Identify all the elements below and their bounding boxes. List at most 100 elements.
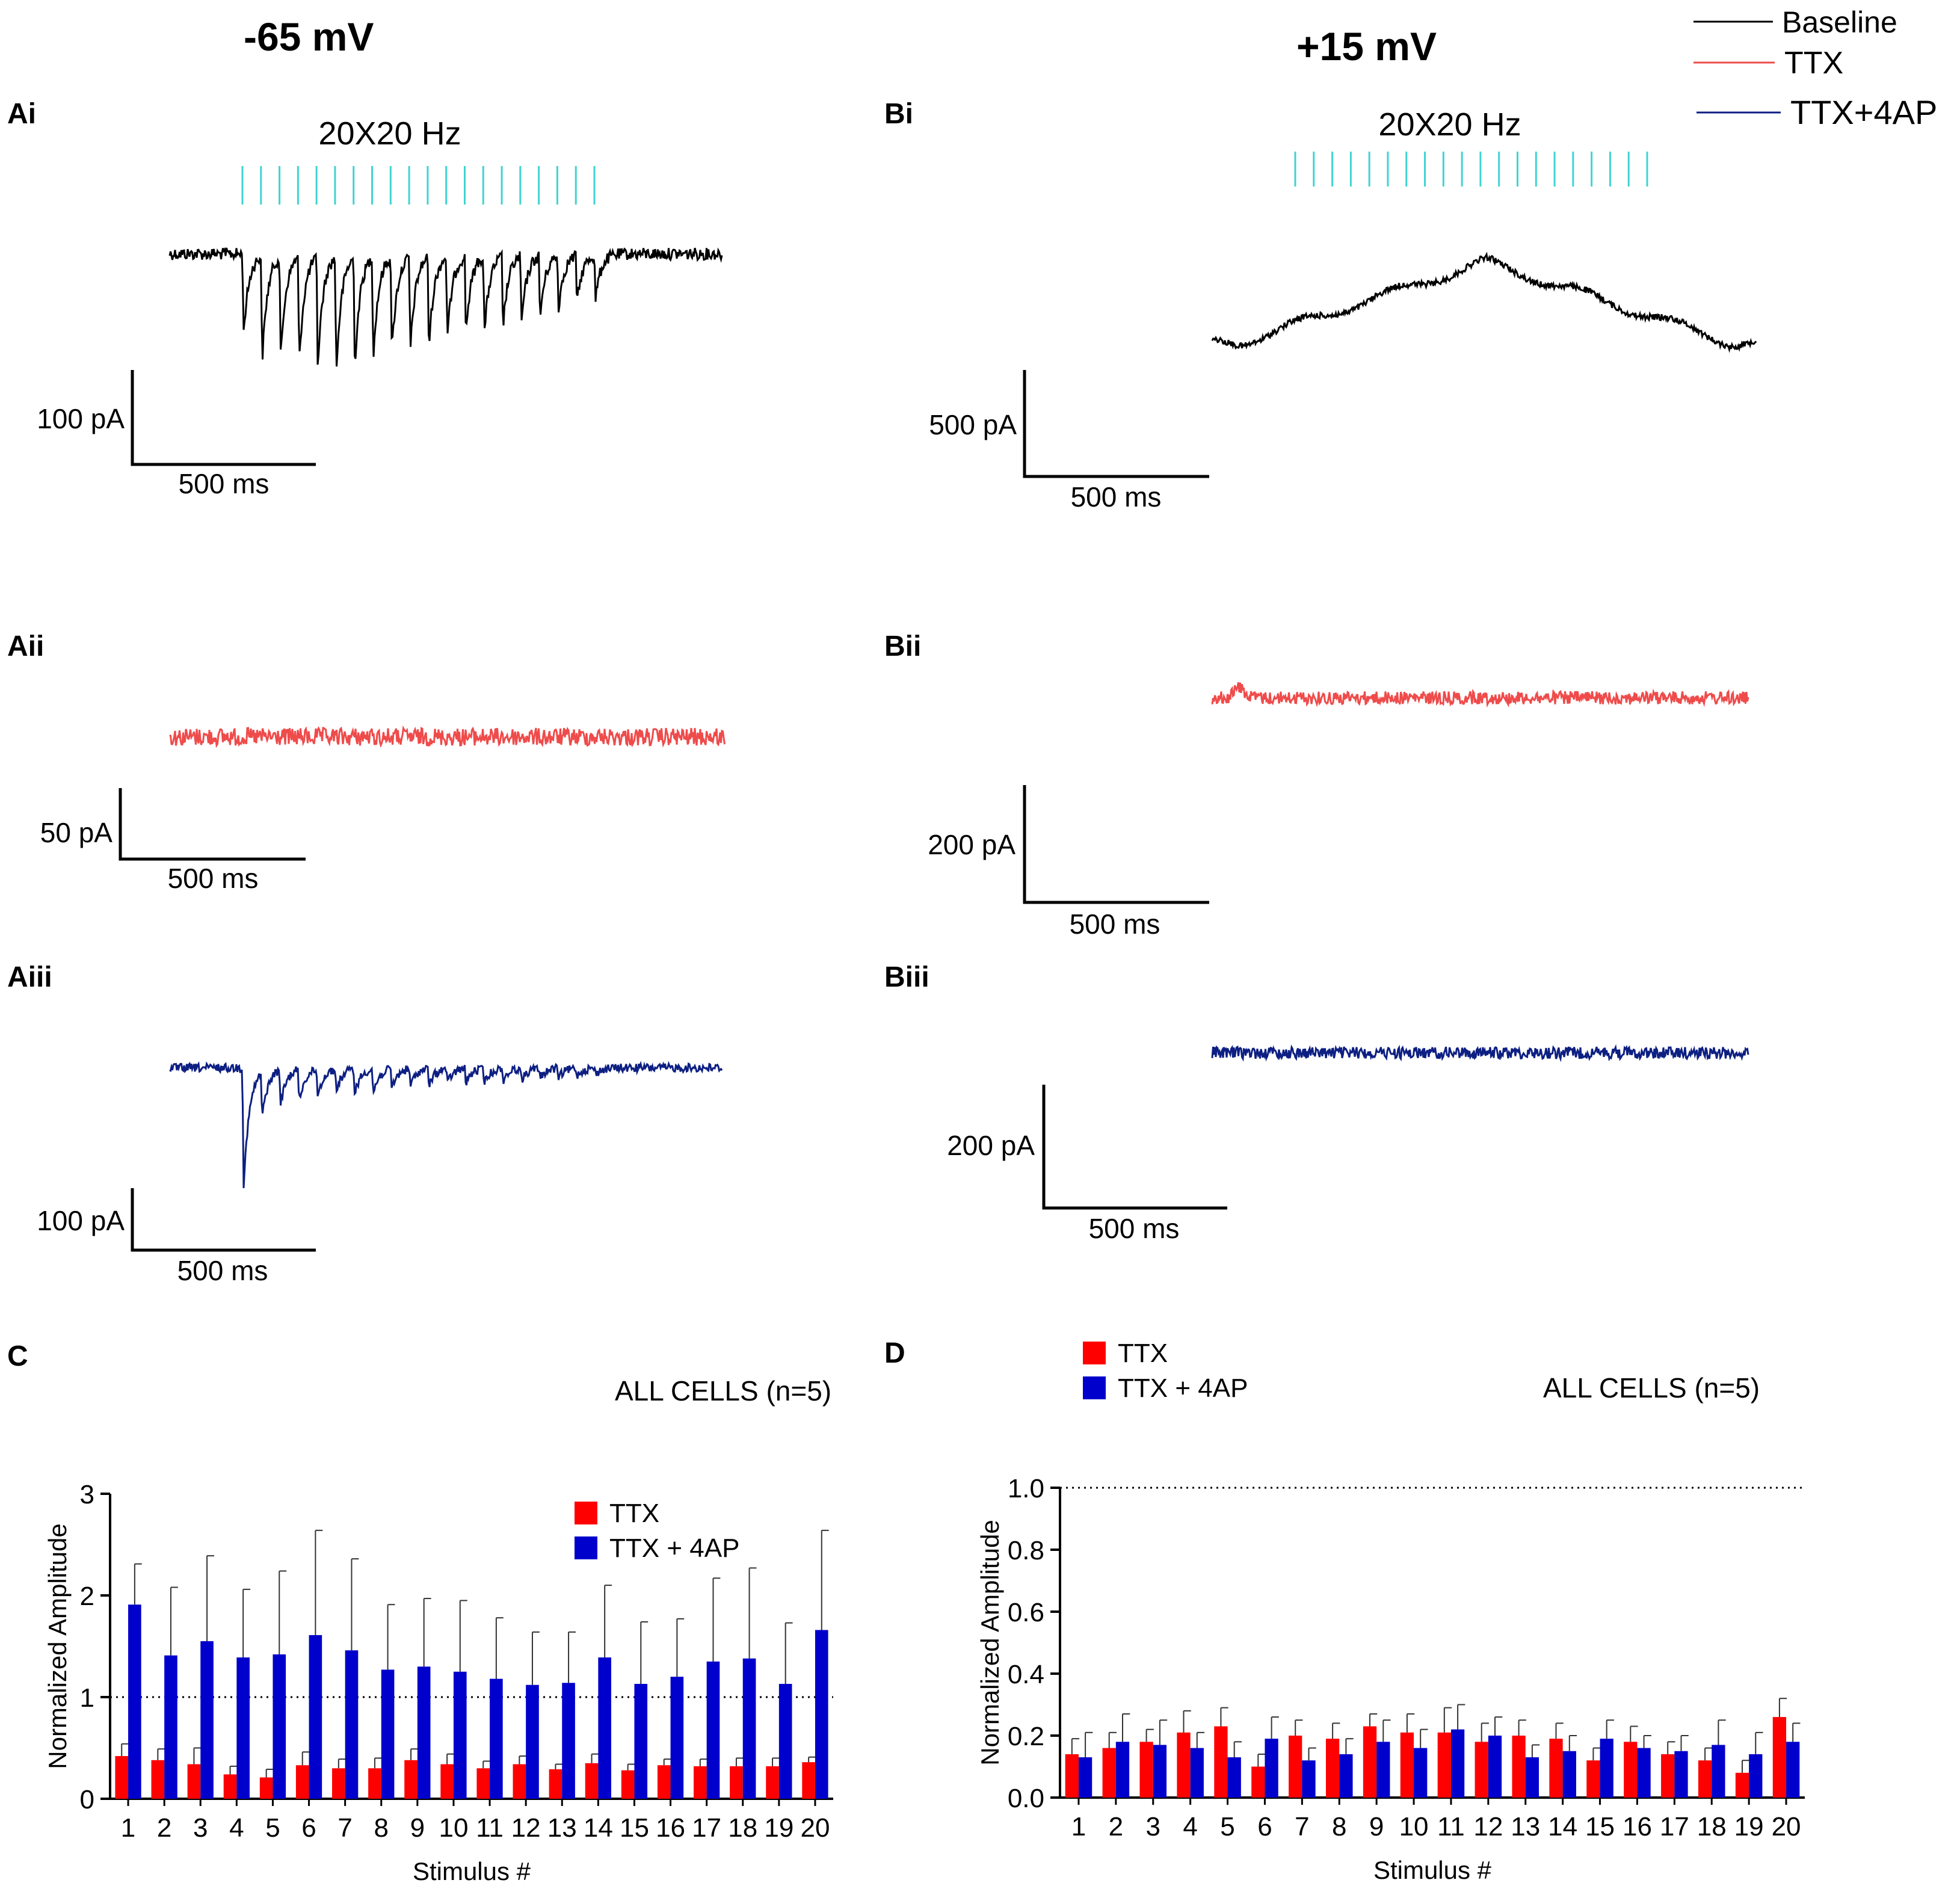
x-tick-label: 4 [229,1813,244,1843]
bar-ttx-4ap [128,1604,141,1799]
bar-ttx [1102,1748,1116,1798]
bar-ttx-4ap [1078,1757,1092,1798]
bar-ttx [766,1766,779,1799]
scale-bar-biii: 200 pA 500 ms [947,1085,1227,1244]
y-tick-label: 2 [80,1582,94,1611]
bar-ttx [115,1756,129,1799]
bar-ttx-4ap [1376,1742,1390,1798]
bar-ttx [1661,1754,1675,1798]
bar-ttx-4ap [1190,1748,1204,1798]
scale-bar-bi-x: 500 ms [1071,481,1162,513]
x-tick-label: 14 [584,1813,613,1843]
bar-ttx [332,1768,345,1799]
x-axis-label: Stimulus # [1373,1856,1492,1883]
bar-ttx-4ap [1600,1739,1613,1798]
panel-letter-ai: Ai [7,98,36,130]
column-title-right: +15 mV [1296,24,1437,69]
y-tick-label: 0.4 [1008,1660,1044,1689]
bar-ttx-4ap [1339,1754,1353,1798]
legend-swatch-ttx [1083,1342,1106,1364]
x-tick-label: 13 [1511,1812,1540,1841]
bar-ttx-4ap [309,1635,322,1799]
bar-ttx-4ap [273,1654,286,1799]
bar-ttx [657,1765,671,1799]
x-tick-label: 7 [337,1813,352,1843]
stim-ticks-bi [1294,152,1648,186]
bar-ttx [1549,1739,1563,1798]
bar-ttx [223,1774,237,1799]
scale-bar-ai-x: 500 ms [179,468,270,499]
x-tick-label: 13 [547,1813,577,1843]
bar-ttx-4ap [742,1658,756,1799]
bar-ttx-4ap [1488,1736,1502,1798]
bar-ttx-4ap [1525,1757,1539,1798]
bar-ttx [1735,1772,1749,1798]
bar-ttx-4ap [1786,1742,1800,1798]
x-tick-label: 18 [1697,1812,1727,1841]
legend-swatch-ttx [575,1502,597,1524]
y-tick-label: 0.8 [1008,1536,1044,1565]
stim-label-ai: 20X20 Hz [318,116,461,152]
x-tick-label: 5 [1220,1812,1234,1841]
x-tick-label: 12 [511,1813,541,1843]
bar-ttx [259,1777,273,1799]
x-tick-label: 2 [1109,1812,1123,1841]
x-tick-label: 15 [1585,1812,1615,1841]
panel-letter-biii: Biii [884,961,929,993]
bar-ttx-4ap [1674,1751,1688,1798]
x-axis-label: Stimulus # [413,1857,531,1883]
x-tick-label: 8 [1332,1812,1346,1841]
bar-ttx [404,1760,418,1799]
bar-ttx [1289,1736,1302,1798]
bar-chart-d: 0.00.20.40.60.81.01 2 3 4 5 6 7 8 9 10 11 12 13 14 15 1… [976,1339,1806,1883]
x-tick-label: 8 [374,1813,389,1843]
bar-ttx [585,1763,599,1799]
scale-bar-ai-lines [131,370,316,466]
bar-ttx [1624,1742,1638,1798]
cells-annotation: ALL CELLS (n=5) [1543,1372,1760,1404]
x-tick-label: 2 [157,1813,171,1843]
x-tick-label: 18 [728,1813,757,1843]
legend-label-ttx-4ap: TTX + 4AP [1118,1373,1248,1403]
stim-ticks-ai [241,166,596,205]
bar-ttx [621,1770,635,1799]
bar-ttx-4ap [1562,1751,1576,1798]
bar-ttx-4ap [1450,1729,1465,1798]
trace-ttx4ap-biii [1211,1044,1749,1062]
scale-bar-biii-y: 200 pA [947,1130,1035,1161]
bar-ttx [368,1768,381,1799]
x-tick-label: 17 [692,1813,721,1843]
scale-bar-aii-lines [119,788,306,861]
bar-ttx [1512,1736,1526,1798]
bar-ttx [694,1766,707,1799]
legend-label-ttx-4ap: TTX + 4AP [609,1533,739,1563]
x-tick-label: 10 [439,1813,468,1843]
x-tick-label: 16 [656,1813,685,1843]
bar-ttx [187,1764,201,1799]
y-axis-label: Normalized Amplitude [43,1523,72,1769]
scale-bar-aiii-x: 500 ms [177,1255,268,1286]
legend-swatch-ttx-4ap [575,1536,597,1559]
bar-ttx [1251,1766,1265,1798]
bar-ttx [1772,1717,1787,1798]
x-tick-label: 11 [476,1813,504,1843]
trace-ttx-aii [169,725,726,748]
scale-bar-bii: 200 pA 500 ms [928,785,1209,940]
y-tick-label: 0.6 [1008,1598,1044,1627]
x-tick-label: 10 [1399,1812,1429,1841]
x-tick-label: 12 [1473,1812,1503,1841]
bar-ttx [802,1762,815,1799]
cells-annotation: ALL CELLS (n=5) [615,1375,831,1407]
bar-ttx-4ap [1115,1742,1130,1798]
panel-letter-aiii: Aiii [7,961,52,993]
bar-ttx-4ap [562,1683,575,1799]
bar-ttx-4ap [1302,1760,1316,1798]
bar-ttx-4ap [200,1641,214,1799]
scale-bar-bii-lines [1023,785,1209,904]
bar-ttx-4ap [490,1678,503,1799]
bar-ttx [1325,1739,1340,1798]
bar-ttx-4ap [706,1661,720,1799]
bar-ttx-4ap [236,1657,250,1799]
bar-ttx-4ap [345,1650,359,1799]
